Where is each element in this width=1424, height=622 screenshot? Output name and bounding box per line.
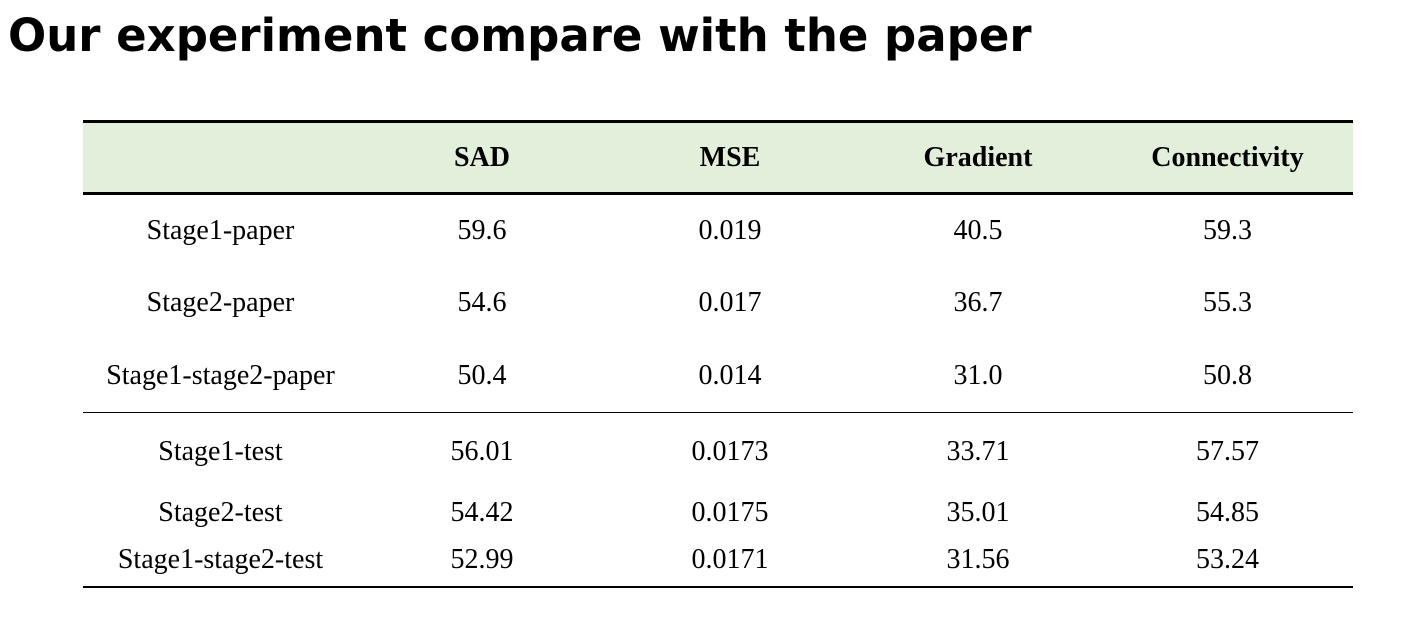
sad-value: 54.42 [450,496,514,528]
table-row: Stage1-stage2-test 52.99 0.0171 31.56 53… [83,534,1353,588]
sad-value: 50.4 [358,339,606,413]
page-title: Our experiment compare with the paper [8,9,1032,62]
connectivity-value: 53.24 [1102,534,1353,588]
gradient-value: 31.56 [854,534,1102,588]
connectivity-value: 54.85 [1196,496,1259,528]
gradient-value: 36.7 [953,287,1003,318]
connectivity-value: 50.8 [1102,339,1353,413]
gradient-value: 35.01 [946,496,1010,528]
header-cell-connectivity: Connectivity [1102,120,1353,195]
mse-value: 0.0173 [691,435,769,467]
table-row: Stage1-paper 59.6 0.019 40.5 59.3 [83,194,1353,267]
row-label: Stage2-paper [146,287,295,318]
table-row: Stage2-paper 54.6 0.017 36.7 55.3 [83,267,1353,340]
table-row: Stage2-test 54.42 0.0175 35.01 54.85 [83,491,1353,535]
connectivity-value: 59.3 [1203,214,1252,246]
gradient-value: 33.71 [946,435,1010,467]
sad-value: 59.6 [457,214,507,246]
gradient-value: 40.5 [953,214,1003,246]
row-label: Stage1-test [158,435,283,467]
mse-value: 0.019 [698,214,762,246]
gradient-value: 31.0 [854,339,1102,413]
mse-value: 0.014 [606,339,854,413]
table-header-row: SAD MSE Gradient Connectivity [83,120,1353,195]
mse-value: 0.0175 [691,496,769,528]
row-label: Stage1-paper [146,214,295,246]
results-table: SAD MSE Gradient Connectivity Stage1-pap… [83,120,1353,588]
header-cell-gradient: Gradient [854,120,1102,195]
row-label: Stage1-stage2-paper [83,339,358,413]
row-label: Stage2-test [158,496,283,528]
connectivity-value: 55.3 [1203,287,1252,318]
header-cell-mse: MSE [606,120,854,195]
row-label: Stage1-stage2-test [83,534,358,588]
sad-value: 56.01 [450,435,514,467]
mse-value: 0.017 [698,287,762,318]
sad-value: 54.6 [457,287,507,318]
table-row: Stage1-test 56.01 0.0173 33.71 57.57 [83,413,1353,491]
header-cell-sad: SAD [358,120,606,195]
sad-value: 52.99 [358,534,606,588]
mse-value: 0.0171 [606,534,854,588]
header-cell-blank [83,120,358,195]
table-row: Stage1-stage2-paper 50.4 0.014 31.0 50.8 [83,339,1353,413]
connectivity-value: 57.57 [1196,435,1259,467]
